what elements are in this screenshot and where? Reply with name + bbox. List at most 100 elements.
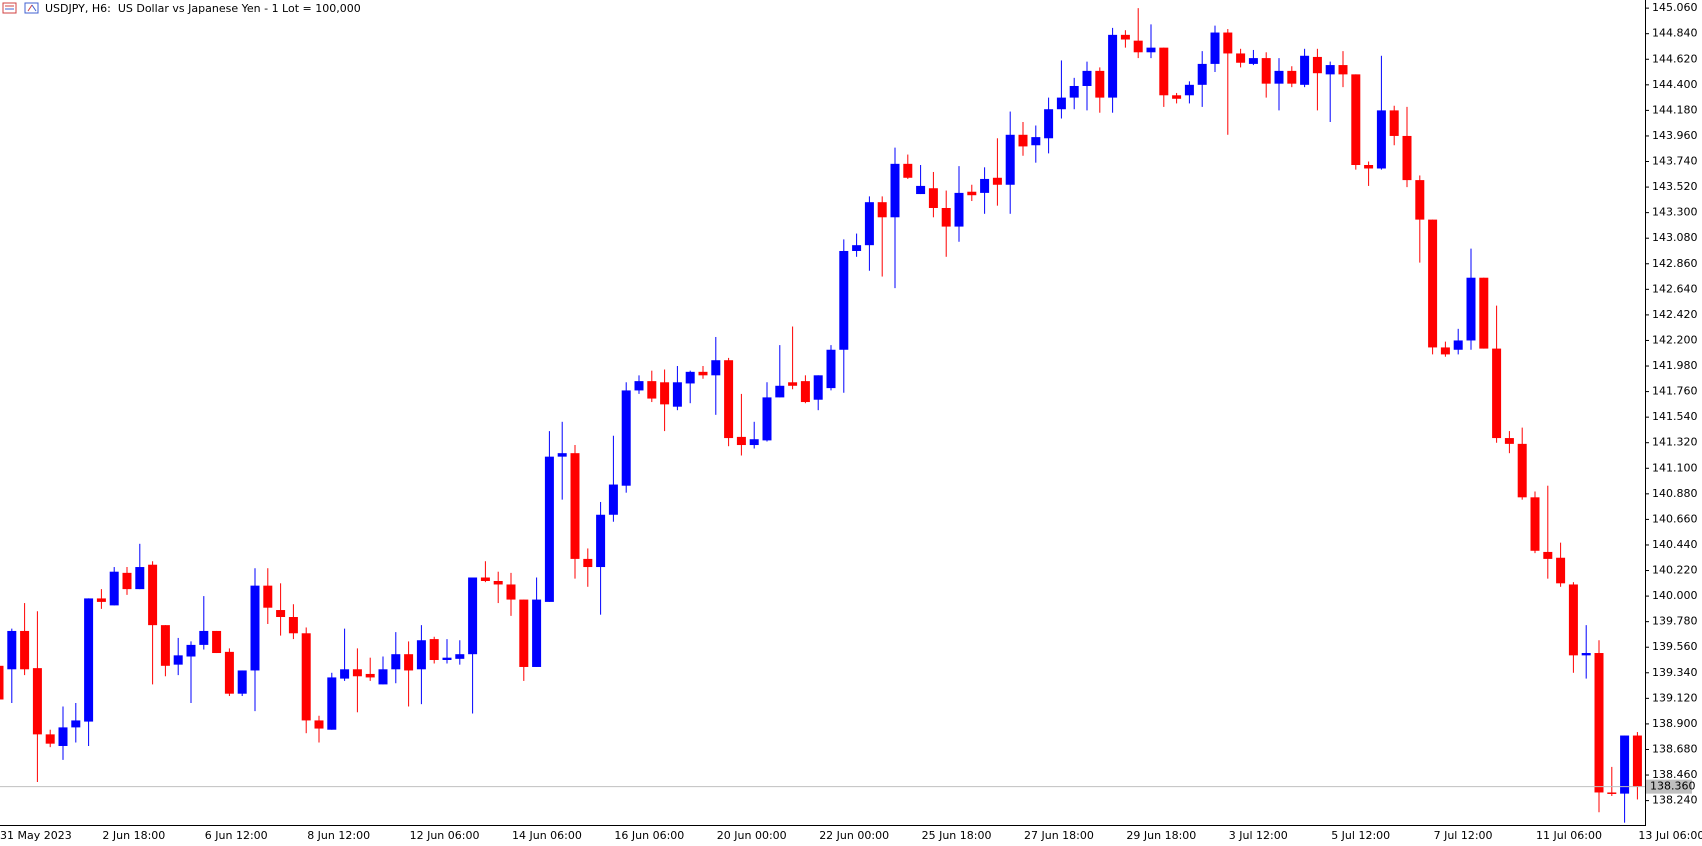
- candle-body: [1517, 443, 1527, 498]
- y-tick-label: 144.620: [1652, 52, 1698, 65]
- candle-body: [1594, 653, 1604, 793]
- candle-body: [58, 727, 68, 746]
- candle-body: [557, 453, 567, 457]
- candle-body: [1402, 135, 1412, 181]
- candle-body: [276, 610, 286, 618]
- x-tick-label: 27 Jun 18:00: [1024, 829, 1094, 842]
- candle-body: [212, 630, 222, 654]
- candle-body: [1504, 438, 1514, 444]
- y-tick-label: 140.880: [1652, 487, 1698, 500]
- y-tick-label: 144.180: [1652, 103, 1698, 116]
- candle-body: [378, 669, 388, 685]
- x-tick-label: 11 Jul 06:00: [1536, 829, 1602, 842]
- candle-body: [877, 202, 887, 218]
- candle-body: [788, 382, 798, 386]
- candle-body: [416, 640, 426, 670]
- y-tick-label: 141.540: [1652, 410, 1698, 423]
- candle-body: [1236, 53, 1246, 63]
- candle-body: [352, 669, 362, 677]
- candle-body: [404, 654, 414, 671]
- candle-body: [698, 371, 708, 376]
- candle-body: [340, 669, 350, 679]
- candle-body: [1364, 165, 1374, 169]
- candle-body: [148, 564, 158, 626]
- candle-body: [84, 598, 94, 722]
- candle-body: [608, 484, 618, 515]
- x-tick-label: 3 Jul 12:00: [1229, 829, 1288, 842]
- candle-body: [685, 371, 695, 384]
- y-tick-label: 138.680: [1652, 742, 1698, 755]
- candle-body: [455, 654, 465, 659]
- candle-body: [928, 188, 938, 208]
- y-tick-label: 142.640: [1652, 282, 1698, 295]
- candle-body: [301, 633, 311, 721]
- candle-body: [1620, 735, 1630, 794]
- candle-body: [800, 381, 810, 403]
- current-price-label: 138.360: [1650, 780, 1696, 793]
- candle-body: [96, 598, 106, 602]
- x-tick-label: 20 Jun 00:00: [717, 829, 787, 842]
- y-tick-label: 143.740: [1652, 155, 1698, 168]
- candle-body: [263, 585, 273, 608]
- candle-body: [544, 456, 554, 602]
- candle-body: [1607, 792, 1617, 794]
- y-tick-label: 139.560: [1652, 640, 1698, 653]
- candle-body: [480, 577, 490, 581]
- candle-body: [135, 567, 145, 590]
- candle-body: [224, 651, 234, 694]
- candle-body: [813, 375, 823, 400]
- candle-body: [250, 585, 260, 671]
- y-tick-label: 144.400: [1652, 78, 1698, 91]
- x-tick-label: 25 Jun 18:00: [922, 829, 992, 842]
- candle-body: [1261, 58, 1271, 84]
- candle-body: [442, 657, 452, 660]
- y-tick-label: 144.840: [1652, 27, 1698, 40]
- candle-body: [32, 668, 42, 735]
- candle-body: [1440, 347, 1450, 355]
- candle-body: [1632, 735, 1642, 787]
- candle-body: [954, 192, 964, 227]
- candle-body: [839, 250, 849, 350]
- candle-body: [967, 191, 977, 196]
- candle-body: [186, 644, 196, 657]
- y-tick-label: 143.520: [1652, 180, 1698, 193]
- candle-body: [1210, 32, 1220, 64]
- candle-body: [199, 630, 209, 645]
- candle-body: [583, 558, 593, 568]
- candle-body: [1325, 65, 1335, 75]
- candle-body: [314, 720, 324, 729]
- candle-body: [7, 630, 17, 670]
- y-tick-label: 145.060: [1652, 1, 1698, 14]
- x-tick-label: 22 Jun 00:00: [819, 829, 889, 842]
- candle-body: [1376, 110, 1386, 169]
- icon: [24, 2, 39, 14]
- candle-body: [749, 439, 759, 446]
- candle-body: [1223, 32, 1233, 54]
- candle-body: [1530, 497, 1540, 551]
- candle-body: [1146, 47, 1156, 53]
- y-tick-label: 143.300: [1652, 206, 1698, 219]
- x-tick-label: 5 Jul 12:00: [1331, 829, 1390, 842]
- candle-body: [1453, 340, 1463, 350]
- candle-body: [775, 385, 785, 398]
- candle-body: [1312, 56, 1322, 74]
- y-tick-label: 140.660: [1652, 512, 1698, 525]
- x-tick-label: 31 May 2023: [0, 829, 72, 842]
- candle-body: [621, 390, 631, 486]
- candle-body: [288, 617, 298, 634]
- y-tick-label: 141.100: [1652, 461, 1698, 474]
- candle-body: [122, 572, 132, 590]
- x-tick-label: 6 Jun 12:00: [205, 829, 268, 842]
- candle-body: [980, 178, 990, 193]
- candle-body: [1184, 84, 1194, 96]
- y-tick-label: 142.200: [1652, 333, 1698, 346]
- candle-body: [1044, 109, 1054, 139]
- y-tick-label: 140.220: [1652, 564, 1698, 577]
- header-icons: [2, 2, 39, 14]
- candle-body: [1300, 55, 1310, 85]
- candle-body: [160, 625, 170, 666]
- icon: [2, 2, 17, 14]
- candle-body: [1568, 584, 1578, 656]
